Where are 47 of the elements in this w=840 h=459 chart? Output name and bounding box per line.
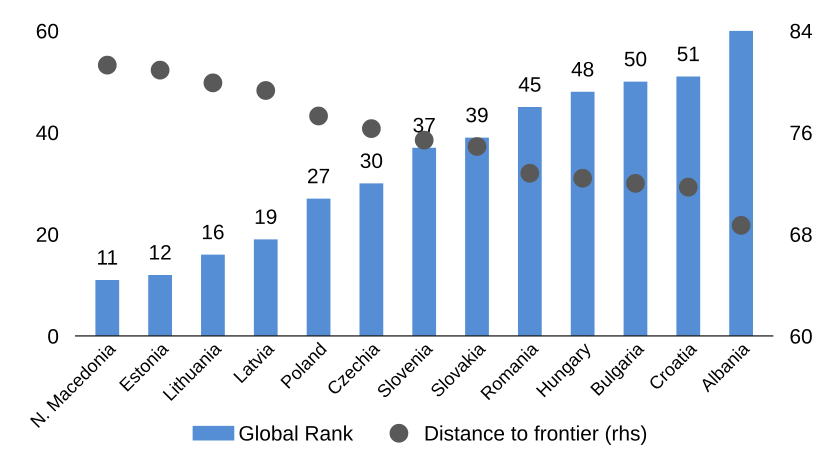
data-label: 51: [678, 46, 699, 62]
y-tick-label: 60: [36, 24, 58, 39]
legend-label: Distance to frontier (rhs): [426, 425, 646, 445]
point: [573, 168, 592, 188]
data-label: 48: [572, 62, 594, 77]
point: [309, 106, 328, 126]
data-label: 30: [360, 153, 382, 168]
bar: [306, 198, 330, 336]
legend-label: Global Rank: [240, 425, 354, 441]
bar: [570, 92, 595, 336]
y2-tick-label: 76: [790, 126, 812, 140]
y2-tick-label: 84: [790, 24, 812, 39]
data-label: 50: [624, 52, 646, 66]
bar: [412, 148, 436, 336]
bar: [360, 183, 384, 336]
point: [98, 56, 117, 74]
y2-tick-label: 68: [790, 227, 812, 242]
bar: [676, 76, 700, 336]
data-label: 19: [256, 209, 276, 224]
bar: [624, 82, 648, 336]
point: [520, 164, 540, 183]
y2-tick-label: 60: [790, 328, 812, 344]
bar: [148, 274, 172, 336]
data-label: 37: [413, 118, 435, 133]
data-label: 45: [518, 77, 541, 92]
data-label: 16: [202, 224, 224, 240]
data-label: 12: [150, 244, 171, 260]
bar: [201, 254, 225, 336]
bar: [729, 30, 753, 336]
data-label: 39: [466, 108, 488, 122]
point: [468, 137, 486, 156]
point: [678, 178, 698, 197]
bar: [518, 107, 542, 336]
bar: [465, 138, 489, 336]
point: [362, 119, 381, 138]
point: [256, 81, 276, 100]
point: [150, 60, 170, 80]
bar: [95, 280, 120, 336]
data-label: 11: [98, 250, 118, 265]
data-label: 27: [308, 168, 330, 184]
bar: [254, 239, 278, 336]
y-tick-label: 0: [48, 328, 58, 344]
point: [204, 74, 222, 92]
point: [732, 216, 750, 235]
y-tick-label: 40: [36, 126, 58, 140]
point: [626, 174, 645, 193]
y-tick-label: 20: [36, 227, 58, 242]
